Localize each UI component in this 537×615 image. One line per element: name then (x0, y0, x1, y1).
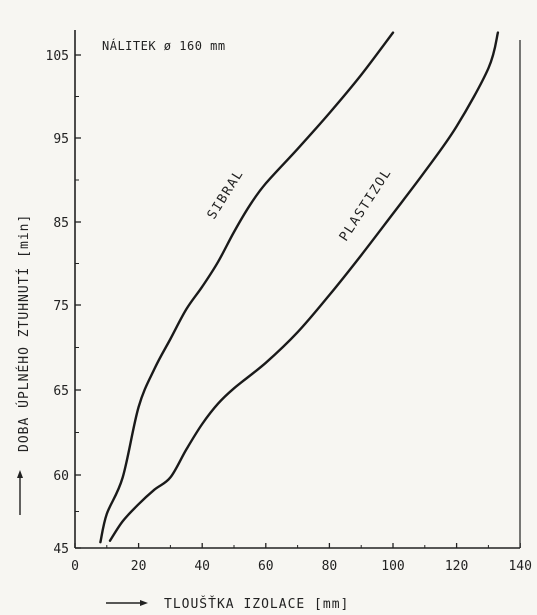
x-tick-label: 120 (445, 559, 468, 574)
y-tick-label: 85 (53, 216, 69, 231)
x-tick-label: 40 (194, 559, 210, 574)
x-tick-label: 20 (131, 559, 147, 574)
series-label-plastizol: PLASTIZOL (337, 166, 395, 245)
y-tick-label: 60 (53, 469, 69, 484)
x-tick-label: 140 (508, 559, 531, 574)
y-tick-label: 45 (53, 542, 69, 557)
y-axis-arrow (17, 470, 23, 515)
series-line-plastizol (108, 31, 500, 542)
y-tick-label: 95 (53, 132, 69, 147)
x-axis-label: TLOUŠŤKA IZOLACE [mm] (164, 596, 349, 612)
x-tick-label: 60 (258, 559, 274, 574)
y-tick-label: 105 (46, 49, 69, 64)
x-tick-label: 100 (381, 559, 404, 574)
x-tick-label: 80 (322, 559, 338, 574)
curves (99, 31, 500, 544)
x-tick-label: 0 (71, 559, 79, 574)
y-tick-label: 75 (53, 299, 69, 314)
y-tick-label: 65 (53, 384, 69, 399)
x-axis-arrow (106, 600, 148, 606)
series-label-sibral: SIBRAL (205, 167, 247, 222)
ticks: 0 20 40 60 80 100 120 140 45 60 65 75 85 95 105 (46, 49, 532, 574)
series-line-sibral (99, 31, 395, 544)
y-axis-label: DOBA ÚPLNÉHO ZTUHNUTÍ [min] (16, 214, 32, 452)
axes (74, 30, 521, 549)
chart-title: NÁLITEK ø 160 mm (102, 38, 226, 53)
